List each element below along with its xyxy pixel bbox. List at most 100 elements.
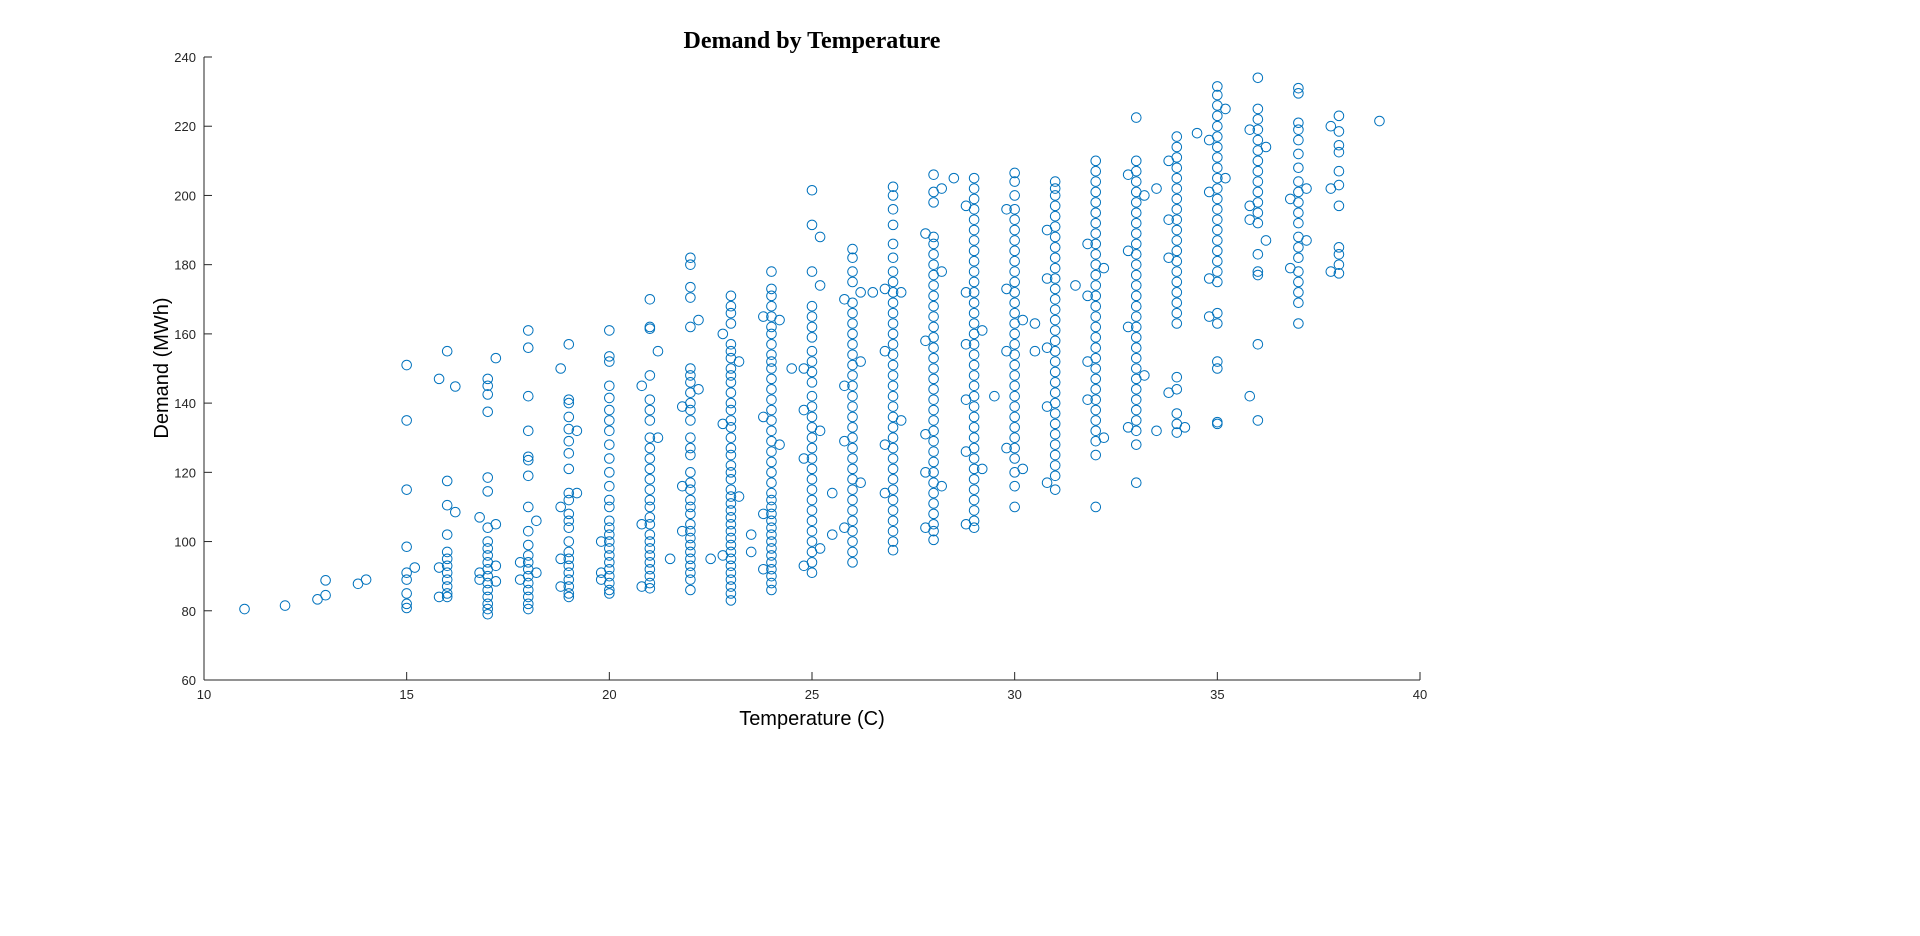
data-point <box>685 442 696 454</box>
data-point <box>847 266 858 277</box>
data-point <box>968 172 980 184</box>
data-point <box>604 351 615 362</box>
data-point <box>968 245 980 257</box>
data-point <box>1049 397 1061 409</box>
data-point <box>1212 356 1223 367</box>
data-point <box>1090 321 1102 333</box>
data-point <box>928 280 939 291</box>
data-point <box>1293 252 1304 264</box>
data-point <box>604 425 615 437</box>
data-point <box>1009 266 1020 277</box>
data-point <box>693 314 704 326</box>
data-point <box>725 460 737 471</box>
data-point <box>1130 207 1142 219</box>
data-point <box>725 505 737 516</box>
data-point <box>968 297 980 309</box>
data-point <box>1301 235 1312 246</box>
data-point <box>766 349 777 360</box>
data-point <box>1122 321 1134 333</box>
data-point <box>685 525 696 537</box>
x-tick-label: 15 <box>399 687 413 702</box>
data-point <box>482 380 494 392</box>
data-point <box>685 252 696 264</box>
data-point <box>968 473 980 485</box>
data-point <box>725 473 737 485</box>
data-point <box>1171 427 1183 438</box>
data-point <box>1130 300 1142 312</box>
x-ticks: 10 15 20 25 30 35 40 <box>197 672 1427 702</box>
data-point <box>482 584 494 596</box>
data-point <box>1171 318 1183 329</box>
data-point <box>1090 449 1102 461</box>
data-point <box>725 377 737 388</box>
data-point <box>1293 134 1304 146</box>
y-tick-label: 80 <box>182 604 196 619</box>
data-point <box>968 432 980 444</box>
data-point <box>725 290 737 302</box>
data-point <box>604 577 615 589</box>
data-point <box>1293 124 1304 135</box>
data-point <box>604 557 615 568</box>
data-point <box>1130 394 1142 405</box>
data-point <box>441 529 453 540</box>
y-tick-label: 220 <box>174 119 196 134</box>
data-point <box>1090 373 1102 385</box>
data-point <box>604 480 615 492</box>
data-point <box>563 588 575 599</box>
data-point <box>928 394 939 405</box>
data-point <box>1244 390 1256 402</box>
data-point <box>441 588 453 599</box>
data-point <box>401 574 412 585</box>
data-point <box>441 475 453 487</box>
y-tick-label: 200 <box>174 188 196 203</box>
data-point <box>644 518 656 530</box>
data-point <box>1009 370 1020 381</box>
data-point <box>968 522 980 534</box>
data-point <box>644 557 656 568</box>
x-tick-label: 35 <box>1210 687 1224 702</box>
data-point <box>887 515 899 527</box>
data-point <box>1130 383 1142 395</box>
data-point <box>968 370 980 381</box>
data-point <box>563 394 575 405</box>
data-point <box>766 283 777 295</box>
data-point <box>766 550 777 561</box>
data-point <box>1090 238 1102 250</box>
data-point <box>1009 390 1020 402</box>
data-point <box>644 529 656 540</box>
data-point <box>1333 248 1345 260</box>
data-point <box>806 401 818 412</box>
data-point <box>968 235 980 246</box>
data-point <box>644 494 656 506</box>
data-point <box>1212 110 1223 122</box>
data-point <box>522 325 534 336</box>
data-point <box>450 506 461 518</box>
data-point <box>441 499 453 511</box>
data-point <box>1151 425 1162 437</box>
data-point <box>1049 273 1061 284</box>
data-point <box>563 553 575 565</box>
data-point <box>725 539 737 551</box>
data-point <box>725 525 737 537</box>
data-point <box>1029 345 1041 357</box>
data-point <box>563 494 575 506</box>
data-point <box>1130 155 1142 167</box>
data-point <box>733 491 745 502</box>
data-point <box>1090 186 1102 198</box>
data-point <box>806 473 818 485</box>
data-point <box>887 238 899 250</box>
data-point <box>482 543 494 554</box>
data-point <box>806 463 818 475</box>
data-point <box>766 584 777 596</box>
data-point <box>1090 383 1102 395</box>
data-point <box>1171 172 1183 184</box>
data-point <box>1009 287 1020 298</box>
data-point <box>968 266 980 277</box>
data-point <box>1082 290 1093 302</box>
data-point <box>676 525 688 537</box>
data-point <box>1293 82 1304 94</box>
data-point <box>555 501 566 513</box>
data-point <box>644 501 656 513</box>
data-point <box>887 442 899 454</box>
data-point <box>758 311 769 322</box>
